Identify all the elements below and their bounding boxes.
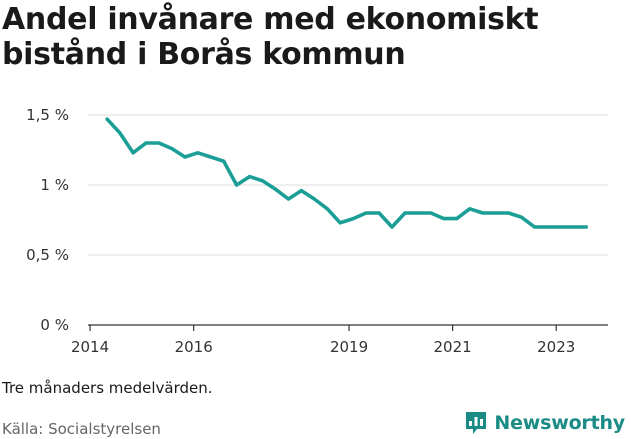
y-axis-ticks: 0 % 0,5 % 1 % 1,5 %: [26, 106, 69, 334]
data-point: [481, 211, 485, 215]
data-point: [144, 141, 148, 145]
data-point: [494, 211, 498, 215]
data-point: [105, 117, 109, 121]
source-label: Källa: Socialstyrelsen: [2, 420, 161, 438]
series-layer: [105, 117, 589, 229]
chart-title: Andel invånare med ekonomiskt bistånd i …: [2, 2, 539, 72]
brand-logo: Newsworthy: [464, 408, 625, 438]
data-point: [429, 211, 433, 215]
data-point: [377, 211, 381, 215]
data-point: [273, 187, 278, 191]
data-point: [545, 225, 550, 229]
data-point: [325, 207, 329, 211]
x-tick-label: 2019: [330, 338, 368, 356]
data-point: [170, 147, 174, 151]
data-point: [364, 211, 368, 215]
data-point: [455, 217, 459, 221]
grid-lines: [88, 114, 608, 256]
data-point: [390, 225, 394, 229]
data-point: [416, 211, 420, 215]
data-point: [209, 155, 213, 159]
data-point: [286, 197, 291, 201]
data-point: [260, 179, 265, 183]
x-tick-label: 2023: [537, 338, 575, 356]
data-point: [247, 175, 252, 179]
brand-name: Newsworthy: [494, 412, 625, 434]
x-tick-label: 2016: [175, 338, 213, 356]
data-point: [442, 217, 446, 221]
y-tick-label: 0 %: [40, 316, 69, 334]
series-line: [105, 117, 589, 229]
x-axis: 2014 2016 2019 2021 2023: [71, 324, 608, 356]
data-point: [338, 221, 342, 225]
y-tick-label: 1 %: [40, 176, 69, 194]
data-point: [571, 225, 575, 229]
data-point: [558, 225, 562, 229]
data-point: [183, 155, 187, 159]
y-tick-label: 0,5 %: [26, 246, 69, 264]
data-point: [196, 151, 200, 155]
data-point: [584, 225, 588, 229]
data-point: [157, 141, 161, 145]
data-point: [312, 197, 316, 201]
data-point: [299, 189, 303, 193]
data-point: [235, 183, 239, 187]
x-tick-label: 2021: [434, 338, 472, 356]
data-point: [403, 211, 407, 215]
y-tick-label: 1,5 %: [26, 106, 69, 124]
data-point: [519, 215, 524, 219]
data-point: [532, 225, 537, 229]
chart-note: Tre månaders medelvärden.: [2, 379, 213, 397]
x-tick-label: 2014: [71, 338, 109, 356]
data-point: [351, 217, 355, 221]
data-point: [506, 211, 511, 215]
data-point: [118, 131, 122, 135]
data-point: [468, 207, 472, 211]
data-point: [131, 151, 135, 155]
data-point: [222, 159, 226, 163]
newsworthy-logo-icon: [466, 412, 487, 434]
